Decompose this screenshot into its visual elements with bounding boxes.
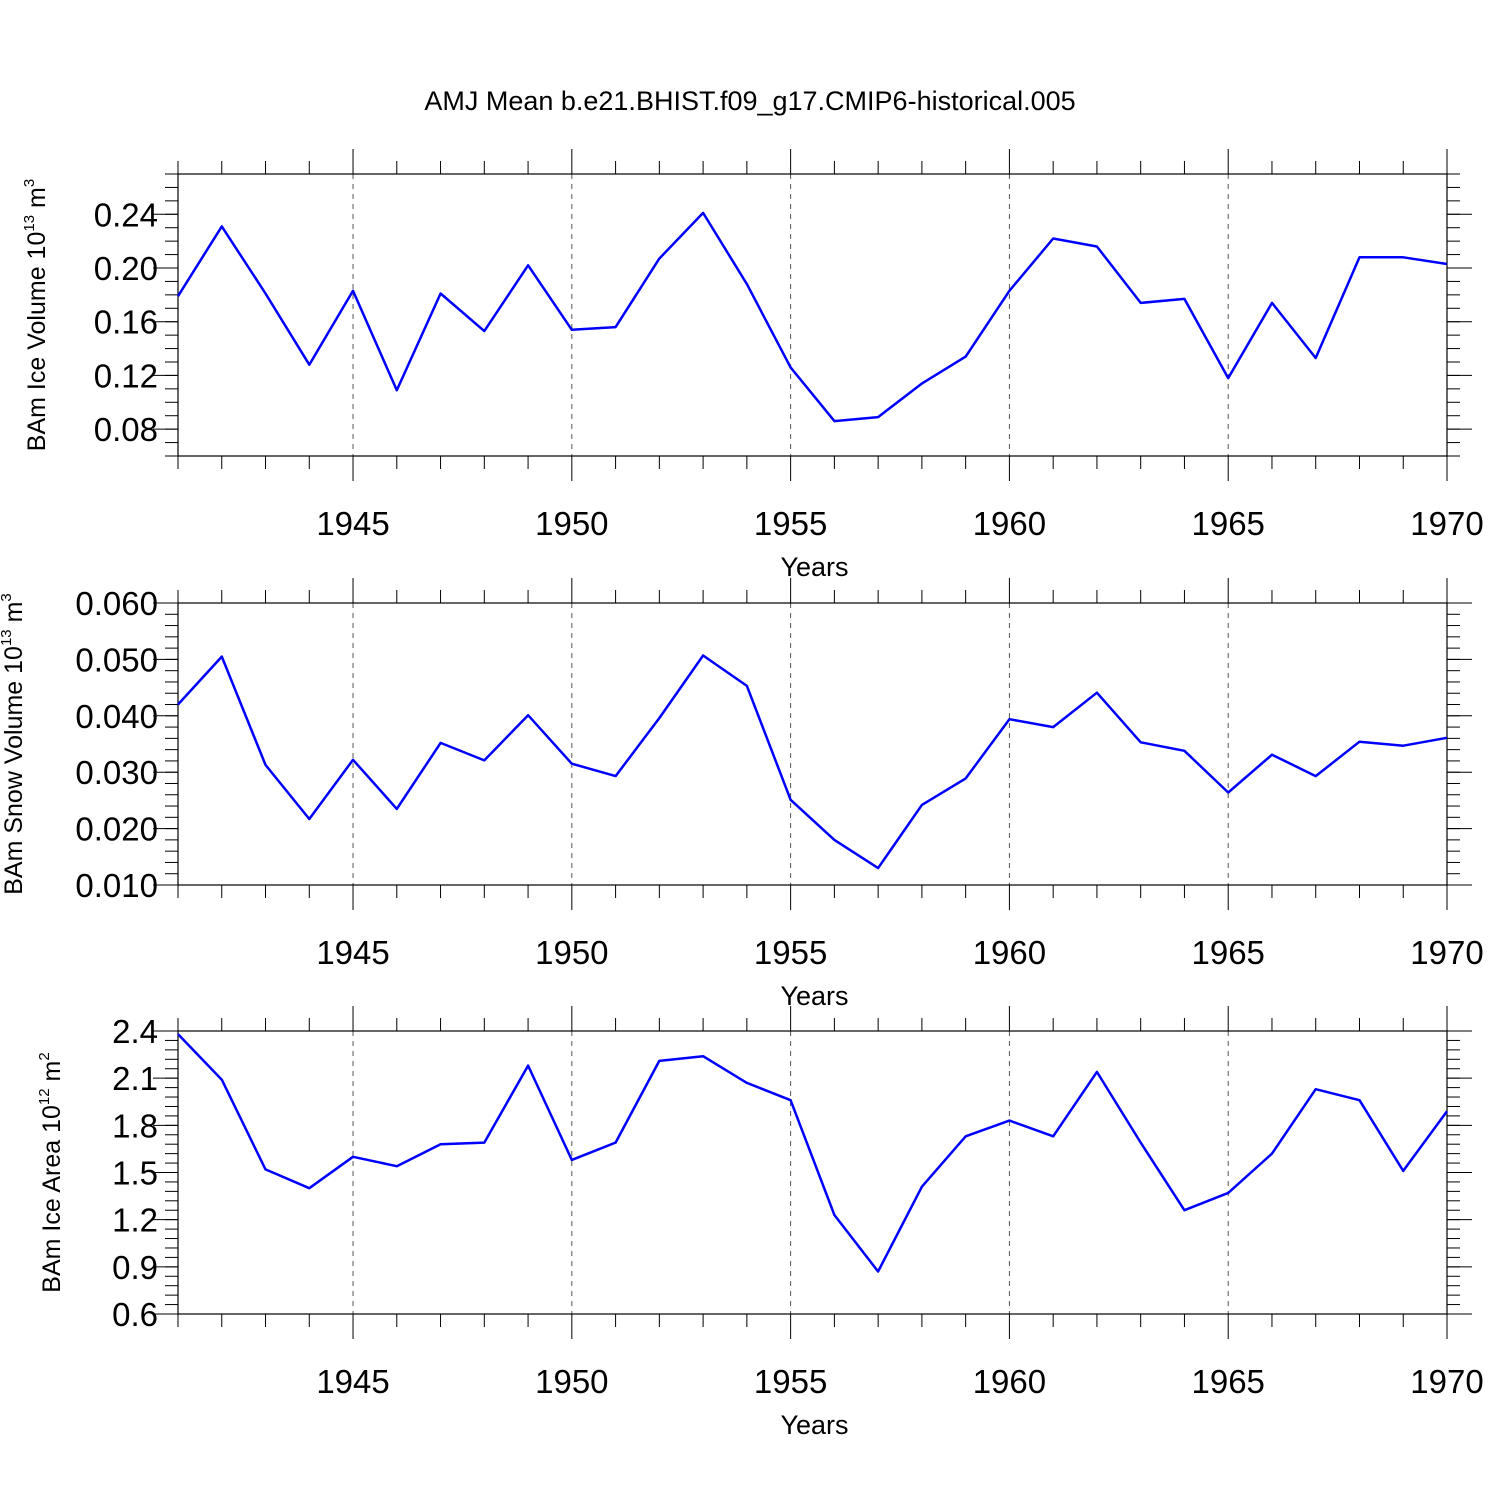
x-tick-label: 1970: [1410, 505, 1483, 542]
y-tick-label: 0.9: [112, 1249, 158, 1286]
x-tick-label: 1950: [535, 505, 608, 542]
x-tick-label: 1965: [1191, 934, 1264, 971]
x-tick-label: 1955: [754, 505, 827, 542]
x-tick-label: 1955: [754, 1363, 827, 1400]
y-tick-label: 2.1: [112, 1060, 158, 1097]
y-axis-label-unit-exponent: 3: [0, 593, 15, 601]
series-line: [176, 211, 1448, 423]
x-tick-label: 1970: [1410, 1363, 1483, 1400]
y-axis-label-exponent: 13: [0, 629, 15, 646]
y-axis-label-unit: m: [0, 602, 28, 630]
y-axis-label: BAm Ice Volume 1013 m3: [21, 179, 51, 451]
y-axis-label-exponent: 12: [36, 1088, 53, 1105]
series-line: [177, 1033, 1449, 1273]
y-axis-label-unit: m: [23, 187, 51, 215]
y-tick-label: 1.5: [112, 1155, 158, 1192]
y-axis-label-text: BAm Ice Volume 10: [23, 232, 51, 452]
plot-frame: [177, 1030, 1448, 1315]
x-tick-label: 1965: [1191, 505, 1264, 542]
y-axis-label-unit-exponent: 3: [21, 179, 38, 187]
x-tick-label: 1960: [973, 505, 1046, 542]
y-tick-label: 0.030: [75, 754, 158, 791]
y-tick-label: 0.060: [75, 585, 158, 622]
y-axis-label-text: BAm Snow Volume 10: [0, 646, 28, 895]
y-tick-label: 1.2: [112, 1202, 158, 1239]
y-tick-label: 1.8: [112, 1107, 158, 1144]
x-axis-label: Years: [780, 981, 848, 1011]
y-tick-label: 0.24: [94, 196, 158, 233]
plot-frame: [177, 173, 1448, 457]
y-tick-label: 0.010: [75, 867, 158, 904]
y-tick-label: 0.12: [94, 357, 158, 394]
y-tick-label: 0.050: [75, 641, 158, 678]
x-tick-label: 1945: [316, 1363, 389, 1400]
y-tick-label: 0.6: [112, 1296, 158, 1333]
x-tick-label: 1960: [973, 934, 1046, 971]
x-axis-label: Years: [780, 1410, 848, 1440]
x-tick-label: 1950: [535, 934, 608, 971]
x-tick-label: 1955: [754, 934, 827, 971]
y-tick-label: 0.040: [75, 698, 158, 735]
x-tick-label: 1945: [316, 505, 389, 542]
y-axis-label: BAm Snow Volume 1013 m3: [0, 593, 28, 895]
plot-frame: [177, 602, 1448, 886]
y-axis-label-unit: m: [38, 1061, 66, 1089]
y-tick-label: 0.020: [75, 811, 158, 848]
panel-ice-area: 0.6 0.9 1.2 1.5 1.8 2.1 2.4 1945 1950 1955 1960 196…: [36, 1006, 1484, 1440]
y-tick-label: 0.16: [94, 304, 158, 341]
x-tick-label: 1965: [1191, 1363, 1264, 1400]
y-axis-label-unit-exponent: 2: [36, 1052, 53, 1060]
y-axis-label-text: BAm Ice Area 10: [38, 1105, 66, 1293]
x-tick-label: 1970: [1410, 934, 1483, 971]
x-axis-label: Years: [780, 552, 848, 582]
x-tick-label: 1945: [316, 934, 389, 971]
panel-snow-volume: 0.010 0.020 0.030 0.040 0.050 0.060 1945 1950 19…: [0, 578, 1484, 1011]
y-axis-label-exponent: 13: [21, 215, 38, 232]
y-tick-label: 0.20: [94, 250, 158, 287]
y-tick-label: 2.4: [112, 1013, 158, 1050]
series-line: [177, 654, 1448, 870]
y-tick-label: 0.08: [94, 411, 158, 448]
panel-ice-volume: 0.08 0.12 0.16 0.20 0.24 1945 1950 1955 1960 1965…: [21, 149, 1484, 582]
y-axis-label: BAm Ice Area 1012 m2: [36, 1052, 66, 1292]
x-tick-label: 1960: [973, 1363, 1046, 1400]
x-tick-label: 1950: [535, 1363, 608, 1400]
figure-title: AMJ Mean b.e21.BHIST.f09_g17.CMIP6-histo…: [424, 86, 1075, 116]
